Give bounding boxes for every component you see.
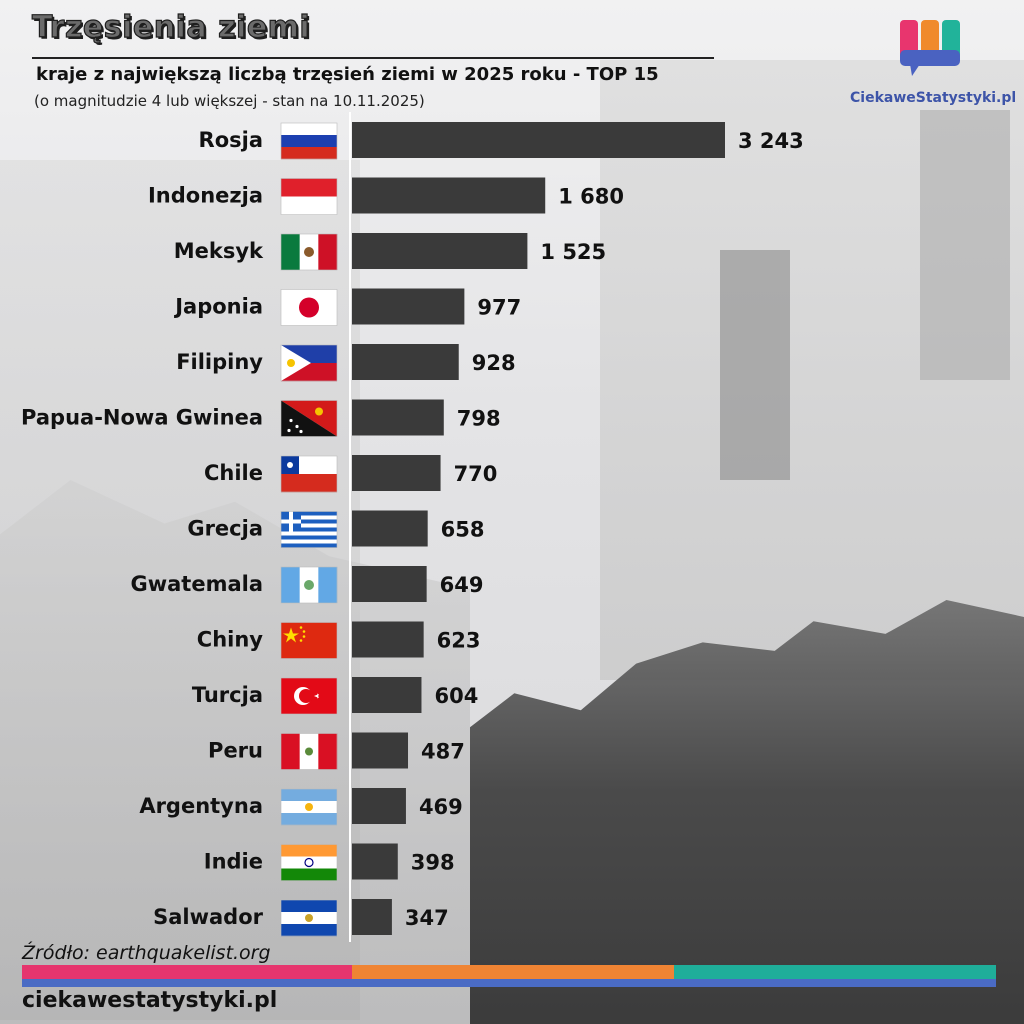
bar-row: Meksyk 1 525 <box>174 233 606 271</box>
stripe-segment <box>22 965 352 979</box>
category-label: Gwatemala <box>130 572 263 596</box>
bar-row: Chile 770 <box>204 455 498 493</box>
value-label: 623 <box>437 629 481 653</box>
chart-canvas: Rosja 3 243 Indonezja 1 680 Meksyk 1 525 Japon… <box>21 112 804 942</box>
value-label: 487 <box>421 740 465 764</box>
india-flag <box>280 844 338 881</box>
bar <box>352 288 465 325</box>
el-salvador-flag <box>280 899 338 937</box>
color-stripe <box>22 965 996 987</box>
category-label: Grecja <box>187 517 263 541</box>
footer-site: ciekawestatystyki.pl <box>22 988 278 1013</box>
bar <box>352 455 441 491</box>
bar-row: Filipiny 928 <box>176 344 516 382</box>
bar-row: Rosja 3 243 <box>199 122 804 160</box>
bar-row: Indonezja 1 680 <box>148 177 624 215</box>
logo-text: CiekaweStatystyki.pl <box>850 90 1017 106</box>
value-label: 604 <box>434 684 478 708</box>
bar-row: Gwatemala 649 <box>130 566 484 604</box>
guatemala-flag <box>280 566 338 604</box>
value-label: 398 <box>411 851 455 875</box>
stripe-segment <box>352 965 674 979</box>
category-label: Salwador <box>153 905 264 929</box>
category-label: Japonia <box>173 295 263 319</box>
bar-row: Peru 487 <box>208 732 465 770</box>
stripe-segment <box>674 965 996 979</box>
bar <box>352 621 424 658</box>
bar <box>352 677 422 713</box>
bar-row: Salwador 347 <box>153 899 449 937</box>
bar-row: Japonia 977 <box>173 288 521 326</box>
papua-new-guinea-flag <box>280 400 338 437</box>
value-label: 977 <box>477 296 521 320</box>
stripe-segment <box>22 979 996 987</box>
bar <box>352 177 546 214</box>
category-label: Peru <box>208 739 263 763</box>
category-label: Turcja <box>192 683 263 707</box>
greece-flag <box>280 511 338 548</box>
japan-flag <box>280 289 338 326</box>
value-label: 928 <box>472 351 516 375</box>
category-label: Meksyk <box>174 239 264 263</box>
category-label: Indie <box>204 850 263 874</box>
bar-row: Papua-Nowa Gwinea 798 <box>21 399 501 437</box>
bar-chart: Rosja 3 243 Indonezja 1 680 Meksyk 1 525 Japon… <box>0 112 1024 942</box>
china-flag <box>280 622 338 659</box>
philippines-flag <box>280 344 338 382</box>
bar-row: Chiny 623 <box>197 621 481 659</box>
argentina-flag <box>280 788 338 826</box>
chile-flag <box>280 455 338 493</box>
value-label: 658 <box>441 518 485 542</box>
brand-logo: CiekaweStatystyki.pl <box>850 16 1017 116</box>
value-label: 649 <box>440 573 484 597</box>
value-label: 3 243 <box>738 129 804 153</box>
source-note: Źródło: earthquakelist.org <box>22 942 271 964</box>
title-divider <box>32 57 714 59</box>
chart-subtitle: kraje z największą liczbą trzęsień ziemi… <box>36 64 659 85</box>
value-label: 798 <box>457 407 501 431</box>
category-label: Argentyna <box>139 794 263 818</box>
bar <box>352 510 428 547</box>
value-label: 347 <box>405 906 449 930</box>
bar-row: Argentyna 469 <box>139 788 463 826</box>
logo-icon <box>900 20 960 76</box>
bar <box>352 344 459 380</box>
category-label: Papua-Nowa Gwinea <box>21 406 263 430</box>
building-window <box>720 250 790 480</box>
bar <box>352 899 392 935</box>
value-label: 770 <box>454 462 498 486</box>
bar <box>352 788 406 824</box>
bar-row: Indie 398 <box>204 843 455 881</box>
turkey-flag <box>280 677 338 715</box>
bar <box>352 122 725 158</box>
value-label: 469 <box>419 795 463 819</box>
bar <box>352 732 409 769</box>
bar <box>352 566 427 602</box>
bar <box>352 399 444 436</box>
bar <box>352 843 398 880</box>
chart-note: (o magnitudzie 4 lub większej - stan na … <box>34 92 425 110</box>
indonesia-flag <box>280 178 338 215</box>
russia-flag <box>280 122 338 160</box>
bar-row: Grecja 658 <box>187 510 485 548</box>
peru-flag <box>280 733 338 770</box>
chart-title: Trzęsienia ziemi <box>31 9 311 45</box>
building-window <box>920 110 1010 380</box>
category-label: Rosja <box>199 128 263 152</box>
bar-row: Turcja 604 <box>192 677 478 715</box>
category-label: Chile <box>204 461 263 485</box>
bar <box>352 233 528 269</box>
category-label: Indonezja <box>148 184 263 208</box>
value-label: 1 680 <box>558 185 624 209</box>
value-label: 1 525 <box>540 240 606 264</box>
mexico-flag <box>280 233 338 271</box>
category-label: Filipiny <box>176 350 263 374</box>
category-label: Chiny <box>197 628 264 652</box>
